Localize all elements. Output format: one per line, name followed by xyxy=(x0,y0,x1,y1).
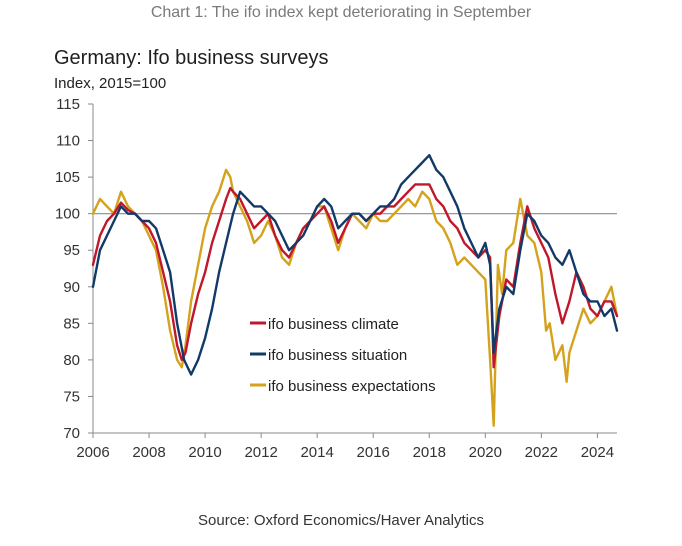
x-tick-label: 2006 xyxy=(76,444,109,461)
y-axis-label: Index, 2015=100 xyxy=(54,75,167,92)
y-tick-label: 105 xyxy=(55,169,80,186)
x-tick-label: 2024 xyxy=(581,444,614,461)
x-tick-label: 2010 xyxy=(188,444,221,461)
series-line-situation xyxy=(91,153,619,376)
x-tick-label: 2022 xyxy=(525,444,558,461)
y-tick-label: 75 xyxy=(63,388,80,405)
legend-label-expectations: ifo business expectations xyxy=(268,378,436,395)
y-tick-label: 90 xyxy=(63,279,80,296)
y-tick-label: 80 xyxy=(63,352,80,369)
chart-title: Germany: Ifo business surveys xyxy=(54,47,329,69)
x-tick-label: 2012 xyxy=(244,444,277,461)
legend-label-situation: ifo business situation xyxy=(268,347,407,364)
y-tick-label: 110 xyxy=(56,133,80,150)
chart-source: Source: Oxford Economics/Haver Analytics xyxy=(198,512,484,529)
legend-label-climate: ifo business climate xyxy=(268,316,399,333)
legend: ifo business climate ifo business situati… xyxy=(250,316,436,395)
x-tick-label: 2016 xyxy=(357,444,390,461)
series-layer xyxy=(91,153,619,427)
x-tick-label: 2020 xyxy=(469,444,502,461)
y-tick-label: 85 xyxy=(63,315,80,332)
x-tick-label: 2014 xyxy=(300,444,333,461)
y-tick-label: 70 xyxy=(63,425,80,442)
axes: 70 75 80 85 90 95 100 105 110 115 2006 2008 2010 2012… xyxy=(55,96,617,461)
x-tick-label: 2018 xyxy=(413,444,446,461)
y-tick-label: 95 xyxy=(63,242,80,259)
y-tick-label: 100 xyxy=(55,206,80,223)
chart-caption: Chart 1: The ifo index kept deterioratin… xyxy=(150,4,532,21)
y-tick-label: 115 xyxy=(56,96,80,113)
x-tick-label: 2008 xyxy=(132,444,165,461)
